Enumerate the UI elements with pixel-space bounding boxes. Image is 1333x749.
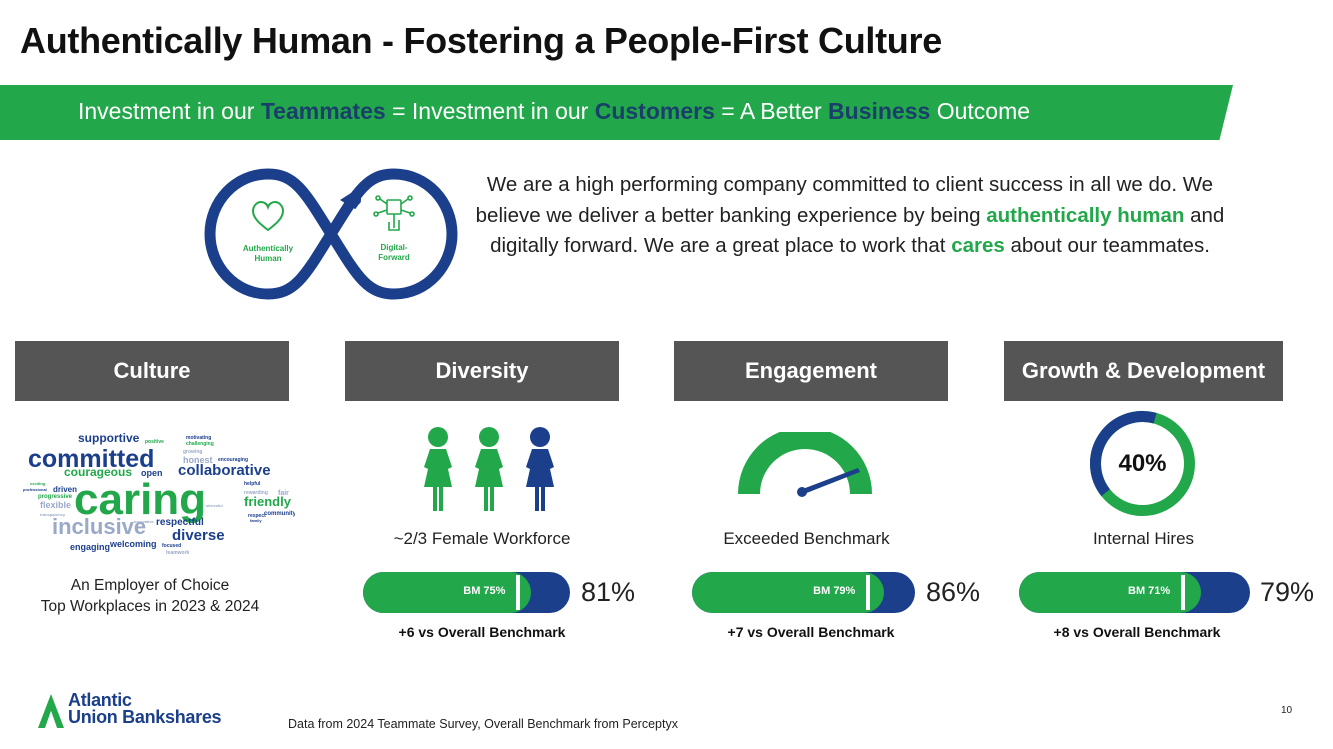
score-fill: [1019, 572, 1202, 613]
svg-text:driven: driven: [53, 485, 77, 494]
engagement-caption: Exceeded Benchmark: [723, 529, 890, 548]
growth-delta: +8 vs Overall Benchmark: [1053, 624, 1221, 640]
employer-line-2: Top Workplaces in 2023 & 2024: [40, 598, 260, 615]
footnote: Data from 2024 Teammate Survey, Overall …: [288, 717, 678, 731]
benchmark-marker: [866, 575, 871, 610]
svg-text:welcoming: welcoming: [109, 539, 157, 549]
authentically-label: Authentically: [243, 244, 294, 253]
svg-text:open: open: [141, 468, 163, 478]
svg-text:challenging: challenging: [186, 441, 214, 447]
svg-text:innovative: innovative: [134, 519, 155, 524]
svg-text:friendly: friendly: [244, 494, 292, 509]
engagement-score-bar: BM 79%: [692, 572, 915, 613]
svg-text:inclusive: inclusive: [52, 514, 146, 539]
svg-text:courageous: courageous: [64, 465, 132, 479]
svg-text:professional: professional: [23, 487, 47, 492]
tagline-text: Investment in our Teammates = Investment…: [78, 98, 1031, 124]
benchmark-label: BM 75%: [463, 585, 506, 597]
forward-label: Forward: [378, 253, 410, 262]
internal-hires-donut: 40%: [1090, 411, 1195, 516]
infinity-graphic: Authentically Human Digital- Forward: [204, 168, 458, 300]
arrow-head-icon: [340, 186, 362, 212]
logo-mark-icon: [38, 694, 64, 728]
employer-line-1: An Employer of Choice: [70, 577, 230, 594]
pillar-header-growth: Growth & Development: [1004, 341, 1283, 401]
svg-text:community: community: [264, 511, 295, 517]
heart-icon: [251, 200, 285, 232]
page-number: 10: [1281, 705, 1293, 716]
diversity-score: 81%: [581, 577, 636, 607]
diversity-score-bar: BM 75%: [363, 572, 570, 613]
svg-text:stressful: stressful: [206, 503, 223, 508]
engagement-score: 86%: [926, 577, 981, 607]
svg-text:positive: positive: [145, 439, 164, 445]
svg-text:growing: growing: [183, 449, 202, 455]
digital-label: Digital-: [380, 243, 407, 252]
digital-hand-icon: [373, 195, 415, 231]
svg-text:transparency: transparency: [40, 512, 66, 517]
benchmark-marker: [1181, 575, 1185, 610]
svg-text:collaborative: collaborative: [178, 462, 271, 479]
employer-of-choice-text: An Employer of Choice Top Workplaces in …: [20, 575, 280, 617]
svg-text:supportive: supportive: [78, 431, 140, 445]
human-label: Human: [254, 254, 281, 263]
logo-text: Atlantic Union Bankshares: [68, 690, 222, 727]
growth-score: 79%: [1260, 577, 1315, 607]
svg-text:rewarding: rewarding: [244, 490, 268, 496]
tagline-banner: Investment in our Teammates = Investment…: [0, 85, 1233, 140]
growth-caption: Internal Hires: [1092, 529, 1195, 548]
svg-text:progressive: progressive: [38, 494, 73, 500]
culture-word-cloud: supportive positive motivating challengi…: [23, 431, 295, 556]
svg-text:honest: honest: [183, 455, 213, 465]
women-icon: [424, 427, 554, 511]
score-fill: [692, 572, 884, 613]
svg-text:respectful: respectful: [156, 517, 204, 528]
pillar-header-diversity: Diversity: [345, 341, 619, 401]
svg-text:engaging: engaging: [70, 542, 110, 552]
page-title: Authentically Human - Fostering a People…: [20, 20, 942, 61]
benchmark-marker: [516, 575, 521, 610]
svg-text:committed: committed: [28, 445, 154, 473]
intro-paragraph: We are a high performing company committ…: [475, 173, 1225, 257]
donut-value-arc: [1090, 411, 1157, 497]
diversity-delta: +6 vs Overall Benchmark: [398, 624, 566, 640]
benchmark-label: BM 71%: [1128, 585, 1171, 597]
svg-text:teamwork: teamwork: [166, 550, 190, 556]
score-fill: [363, 572, 531, 613]
svg-text:focused: focused: [162, 543, 181, 549]
growth-score-bar: BM 71%: [1019, 572, 1250, 613]
svg-text:motivating: motivating: [186, 435, 211, 441]
svg-text:caring: caring: [74, 475, 206, 524]
pillar-header-engagement: Engagement: [674, 341, 948, 401]
diversity-caption: ~2/3 Female Workforce: [393, 529, 571, 548]
pillar-header-culture: Culture: [15, 341, 289, 401]
svg-text:encouraging: encouraging: [218, 457, 248, 463]
svg-text:diverse: diverse: [172, 527, 225, 544]
svg-text:fair: fair: [278, 490, 289, 497]
engagement-delta: +7 vs Overall Benchmark: [727, 624, 895, 640]
svg-text:respect: respect: [248, 513, 266, 519]
company-logo: Atlantic Union Bankshares: [38, 690, 268, 732]
svg-text:helpful: helpful: [244, 481, 261, 487]
gauge-icon: [738, 432, 872, 497]
benchmark-label: BM 79%: [813, 585, 856, 597]
svg-text:family: family: [250, 518, 262, 523]
svg-text:flexible: flexible: [40, 500, 71, 510]
svg-text:exciting: exciting: [30, 481, 46, 486]
donut-label: 40%: [1118, 450, 1166, 477]
